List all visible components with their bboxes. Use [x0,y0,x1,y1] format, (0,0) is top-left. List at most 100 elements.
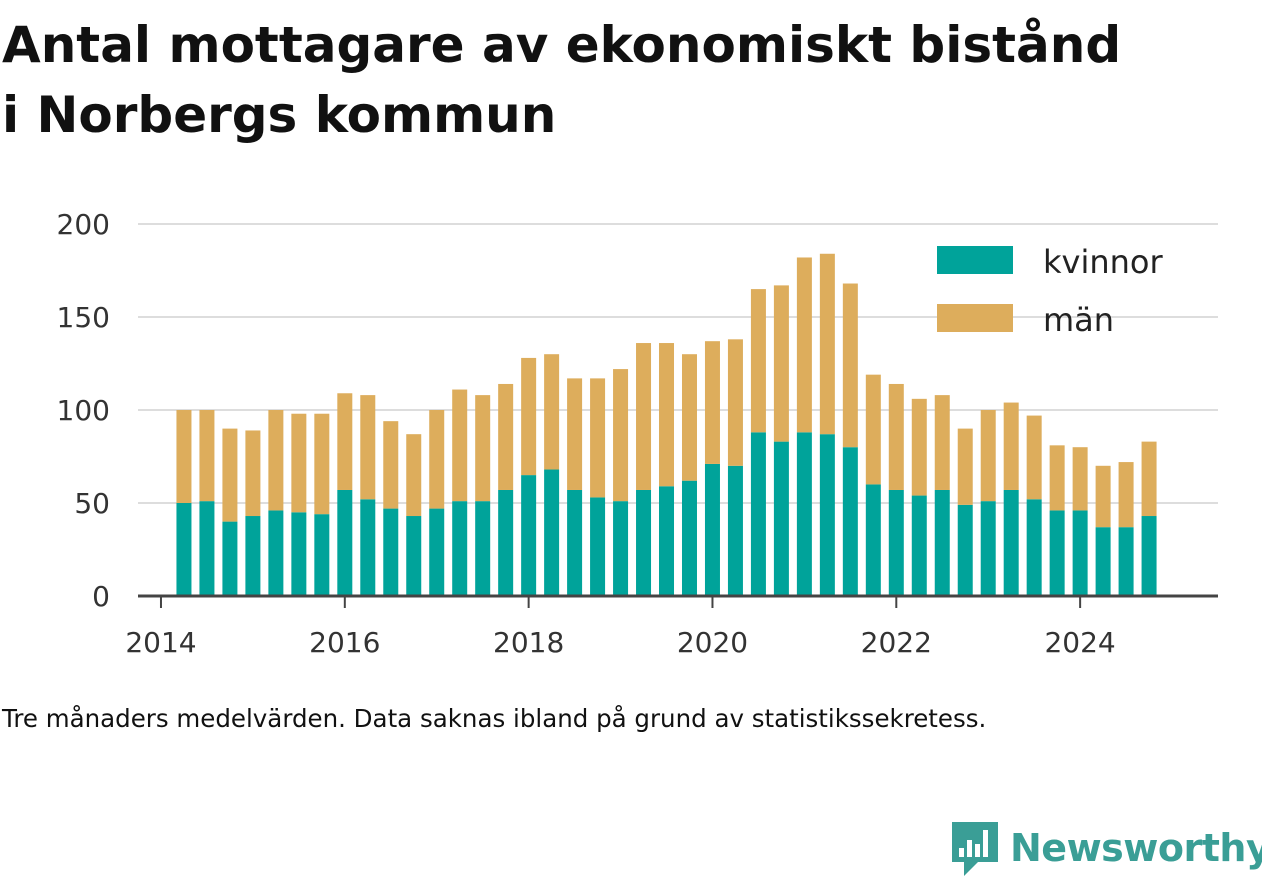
bar-man [1095,465,1111,528]
bar-kvinnor [1049,510,1065,596]
bar-man [590,378,606,498]
bar-kvinnor [865,484,881,596]
bar-kvinnor [1072,510,1088,596]
bar-man [245,430,261,517]
bar-man [222,428,238,522]
bar-kvinnor [750,432,766,596]
bar-kvinnor [888,489,904,596]
bar-kvinnor [429,508,445,596]
bar-kvinnor [406,516,422,596]
bar-man [934,395,950,490]
bar-kvinnor [199,501,215,596]
bar-kvinnor [268,510,284,596]
chart-title: Antal mottagare av ekonomiskt bistånd i … [2,10,1260,150]
legend-swatch [937,246,1013,274]
y-tick-label: 0 [92,580,110,613]
legend-label: män [1043,301,1114,339]
bar-man [1003,402,1019,490]
bar-man [176,410,192,503]
bar-man [452,389,468,502]
stacked-bar-chart: 0 50 100 150 200 2014 2016 2018 2020 2022 2024 kv… [57,208,1218,659]
bar-man [498,383,514,490]
bar-man [1118,462,1134,528]
bar-man [567,378,583,490]
bar-kvinnor [360,499,376,596]
bar-man [727,339,743,466]
bar-man [773,285,789,442]
bar-kvinnor [636,489,652,596]
bar-man [268,410,284,511]
bar-man [1072,447,1088,511]
bar-kvinnor [1118,527,1134,596]
y-axis: 0 50 100 150 200 [57,208,110,613]
bar-kvinnor [475,501,491,596]
bar-kvinnor [1026,499,1042,596]
bars [176,253,1157,596]
bar-kvinnor [245,516,261,596]
bar-man [360,395,376,500]
x-axis: 2014 2016 2018 2020 2022 2024 [125,594,1218,659]
bar-kvinnor [980,501,996,596]
bar-kvinnor [659,486,675,596]
bar-man [314,413,330,515]
bar-man [796,257,812,433]
x-tick-label: 2016 [309,626,380,659]
bar-man [1026,415,1042,500]
bar-man [1049,445,1065,511]
bar-kvinnor [521,475,537,596]
y-tick-label: 150 [57,301,110,334]
x-tick-label: 2020 [677,626,748,659]
bar-kvinnor [773,441,789,596]
bar-man [681,354,697,481]
bar-kvinnor [176,503,192,596]
bar-kvinnor [498,489,514,596]
bar-kvinnor [1095,527,1111,596]
bar-man [819,253,835,435]
bar-man [1141,441,1157,517]
bar-man [980,410,996,502]
bar-man [888,383,904,490]
bar-man [291,413,307,513]
bar-kvinnor [796,432,812,596]
bar-man [521,357,537,476]
bar-man [957,428,973,505]
bar-man [199,410,215,502]
bar-kvinnor [613,501,629,596]
bar-man [911,398,927,496]
x-tick-label: 2024 [1044,626,1115,659]
x-tick-label: 2014 [125,626,196,659]
bar-kvinnor [314,514,330,596]
bar-man [750,289,766,433]
legend: kvinnor män [937,243,1164,339]
bar-man [704,341,720,464]
x-tick-label: 2018 [493,626,564,659]
bar-kvinnor [1141,516,1157,596]
bar-kvinnor [727,465,743,596]
brand: Newsworthy [950,818,1262,878]
y-tick-label: 50 [74,487,110,520]
bar-kvinnor [291,512,307,596]
bar-kvinnor [842,447,858,596]
bar-man [659,343,675,487]
bar-man [842,283,858,448]
bar-man [406,434,422,517]
bar-kvinnor [704,463,720,596]
bar-man [865,374,881,485]
bar-kvinnor [222,521,238,596]
bar-man [383,421,399,509]
bar-kvinnor [452,501,468,596]
legend-label: kvinnor [1043,243,1164,281]
bar-kvinnor [337,489,353,596]
bar-kvinnor [911,495,927,596]
bar-kvinnor [544,469,560,596]
chart-title-line-1: Antal mottagare av ekonomiskt bistånd [2,16,1122,74]
bar-kvinnor [957,504,973,596]
y-tick-label: 200 [57,208,110,241]
chart-title-line-2: i Norbergs kommun [2,86,557,144]
bar-man [636,343,652,490]
bar-kvinnor [590,497,606,596]
bar-man [475,395,491,502]
x-tick-label: 2022 [861,626,932,659]
bar-man [544,354,560,470]
newsworthy-logo-icon [952,822,998,876]
